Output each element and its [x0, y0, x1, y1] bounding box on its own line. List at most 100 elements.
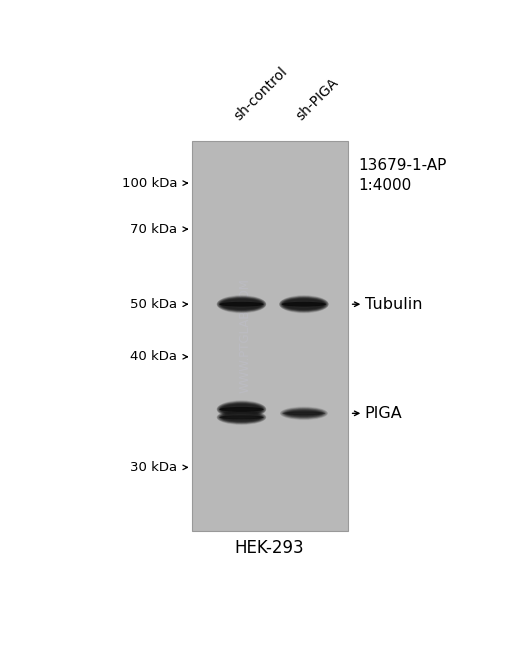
Ellipse shape — [217, 400, 266, 418]
Text: sh-control: sh-control — [232, 64, 290, 123]
Ellipse shape — [283, 409, 324, 418]
Ellipse shape — [221, 299, 262, 309]
Ellipse shape — [282, 298, 325, 310]
Ellipse shape — [289, 412, 318, 415]
Ellipse shape — [291, 413, 316, 414]
Ellipse shape — [225, 415, 258, 420]
Ellipse shape — [224, 406, 259, 413]
Ellipse shape — [217, 296, 266, 313]
Ellipse shape — [217, 410, 266, 424]
Ellipse shape — [223, 300, 260, 308]
Ellipse shape — [220, 404, 263, 415]
Ellipse shape — [217, 410, 266, 425]
Ellipse shape — [218, 411, 266, 424]
Ellipse shape — [280, 296, 328, 312]
Ellipse shape — [220, 298, 263, 310]
Ellipse shape — [288, 411, 320, 415]
Ellipse shape — [227, 408, 257, 411]
Ellipse shape — [223, 405, 260, 413]
Text: WWW.PTGLAB.COM: WWW.PTGLAB.COM — [238, 278, 251, 393]
Ellipse shape — [291, 304, 317, 305]
Ellipse shape — [218, 402, 266, 417]
Ellipse shape — [224, 301, 259, 307]
Ellipse shape — [286, 410, 322, 417]
Ellipse shape — [218, 296, 266, 312]
Ellipse shape — [225, 407, 258, 412]
Ellipse shape — [227, 416, 257, 419]
Ellipse shape — [227, 417, 255, 418]
Ellipse shape — [218, 402, 264, 417]
Ellipse shape — [281, 297, 327, 311]
Ellipse shape — [221, 413, 262, 422]
Ellipse shape — [290, 413, 317, 414]
Ellipse shape — [227, 303, 255, 306]
Text: sh-PIGA: sh-PIGA — [294, 75, 342, 123]
Ellipse shape — [280, 407, 328, 420]
Ellipse shape — [279, 296, 329, 313]
Ellipse shape — [219, 403, 264, 416]
Ellipse shape — [221, 404, 262, 415]
Ellipse shape — [226, 302, 257, 306]
Ellipse shape — [220, 412, 263, 423]
Ellipse shape — [282, 302, 326, 307]
Ellipse shape — [286, 300, 322, 308]
Ellipse shape — [289, 303, 319, 306]
Ellipse shape — [284, 409, 324, 417]
Ellipse shape — [289, 411, 319, 415]
Ellipse shape — [282, 408, 325, 419]
Ellipse shape — [287, 411, 321, 416]
Ellipse shape — [225, 302, 258, 307]
Text: 50 kDa: 50 kDa — [130, 298, 177, 311]
Ellipse shape — [286, 410, 321, 416]
Ellipse shape — [219, 407, 264, 411]
Ellipse shape — [228, 417, 254, 418]
Ellipse shape — [222, 404, 261, 414]
Text: 40 kDa: 40 kDa — [130, 350, 177, 363]
Text: 70 kDa: 70 kDa — [130, 223, 177, 236]
Ellipse shape — [219, 298, 264, 311]
Ellipse shape — [279, 296, 329, 313]
Ellipse shape — [285, 300, 323, 309]
Text: PIGA: PIGA — [365, 406, 403, 421]
Ellipse shape — [228, 304, 254, 305]
Ellipse shape — [217, 400, 266, 419]
Text: 13679-1-AP
1:4000: 13679-1-AP 1:4000 — [358, 158, 446, 193]
Ellipse shape — [222, 300, 261, 309]
Ellipse shape — [290, 303, 318, 306]
Ellipse shape — [284, 299, 324, 309]
Ellipse shape — [219, 415, 264, 419]
Ellipse shape — [281, 408, 327, 419]
Ellipse shape — [219, 412, 264, 423]
Ellipse shape — [219, 302, 264, 307]
Ellipse shape — [280, 407, 328, 420]
Ellipse shape — [226, 407, 257, 411]
Text: 100 kDa: 100 kDa — [122, 177, 177, 190]
Ellipse shape — [228, 409, 254, 410]
Text: Tubulin: Tubulin — [365, 297, 422, 312]
Ellipse shape — [218, 411, 264, 423]
Ellipse shape — [217, 401, 266, 417]
Ellipse shape — [282, 411, 325, 415]
Ellipse shape — [282, 298, 326, 311]
Ellipse shape — [287, 301, 321, 307]
Text: 30 kDa: 30 kDa — [130, 461, 177, 474]
Ellipse shape — [217, 296, 266, 313]
Ellipse shape — [223, 300, 260, 309]
Ellipse shape — [279, 295, 329, 313]
Ellipse shape — [227, 303, 257, 306]
Ellipse shape — [284, 300, 324, 309]
Ellipse shape — [288, 302, 320, 306]
Ellipse shape — [222, 413, 261, 421]
Text: HEK-293: HEK-293 — [235, 540, 304, 558]
Ellipse shape — [223, 414, 260, 421]
Ellipse shape — [224, 415, 259, 420]
Ellipse shape — [281, 408, 326, 419]
Bar — [191, 140, 348, 531]
Ellipse shape — [218, 297, 264, 311]
Ellipse shape — [287, 302, 320, 307]
Ellipse shape — [285, 410, 323, 417]
Ellipse shape — [217, 295, 266, 313]
Ellipse shape — [223, 406, 260, 413]
Ellipse shape — [226, 415, 257, 419]
Ellipse shape — [217, 410, 266, 424]
